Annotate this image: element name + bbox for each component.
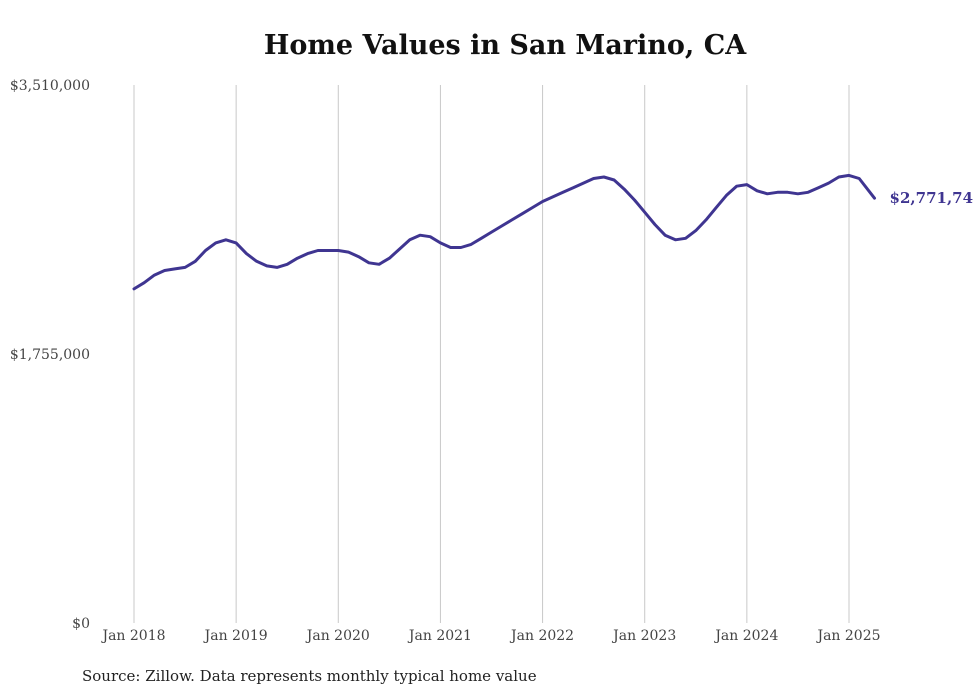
- y-tick-label-0: $0: [72, 616, 90, 632]
- x-tick-label-7: Jan 2025: [815, 628, 880, 644]
- x-tick-label-6: Jan 2024: [713, 628, 778, 644]
- series-line-0: [132, 173, 876, 291]
- x-tick-label-4: Jan 2022: [509, 628, 574, 644]
- end-value-label-group: $2,771,74: [890, 189, 974, 207]
- x-axis-tick-labels: Jan 2018 Jan 2019 Jan 2020 Jan 2021 Jan 2022…: [100, 628, 880, 644]
- y-tick-label-1: $1,755,000: [10, 347, 90, 363]
- x-tick-label-2: Jan 2020: [305, 628, 370, 644]
- source-note: Source: Zillow. Data represents monthly …: [82, 667, 537, 685]
- x-tick-label-0: Jan 2018: [100, 628, 165, 644]
- chart-title: Home Values in San Marino, CA: [263, 30, 747, 61]
- line-chart: $0$1,755,000$3,510,000 Jan 2018 Jan 2019 J…: [10, 78, 974, 644]
- series-group: [132, 173, 876, 291]
- x-tick-label-1: Jan 2019: [203, 628, 268, 644]
- y-axis-tick-labels: $0 $1,755,000 $3,510,000: [10, 78, 90, 632]
- x-tick-label-5: Jan 2023: [611, 628, 676, 644]
- y-tick-label-2: $3,510,000: [10, 78, 90, 94]
- x-tick-label-3: Jan 2021: [407, 628, 472, 644]
- gridlines: [133, 85, 850, 623]
- end-value-label: $2,771,74: [890, 189, 974, 207]
